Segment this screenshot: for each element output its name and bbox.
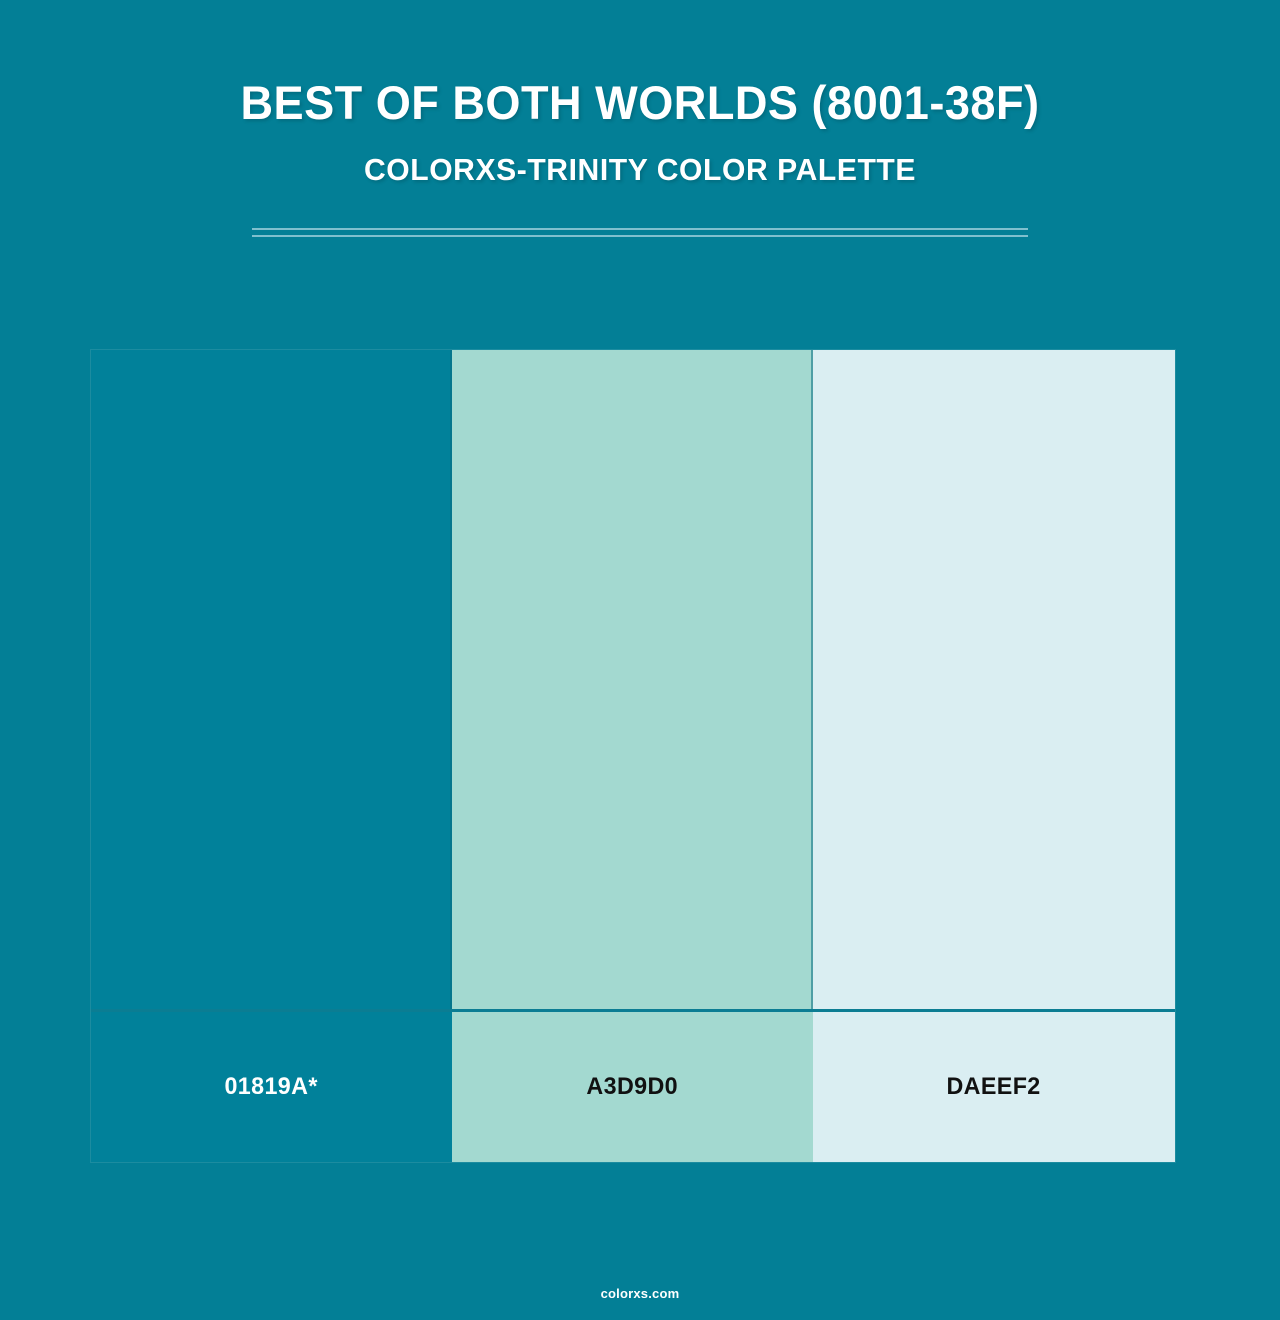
swatch-hex-label: A3D9D0 <box>586 1073 679 1100</box>
divider-rule-bottom <box>252 235 1028 237</box>
page-subtitle: COLORXS-TRINITY COLOR PALETTE <box>363 152 917 187</box>
swatch-label-area: 01819A* <box>91 1012 452 1162</box>
swatch-hex-label: DAEEF2 <box>946 1073 1042 1100</box>
swatch-color-block[interactable] <box>452 350 813 1009</box>
page-footer: colorxs.com <box>0 1285 1280 1303</box>
header-divider <box>252 228 1028 237</box>
swatch-divider <box>452 1009 813 1012</box>
color-swatch[interactable]: A3D9D0 <box>452 350 813 1162</box>
page-header: BEST OF BOTH WORLDS (8001-38F) COLORXS-T… <box>0 0 1280 189</box>
color-swatch[interactable]: 01819A* <box>91 350 452 1162</box>
swatch-hex-label: 01819A* <box>224 1073 319 1100</box>
swatch-color-block[interactable] <box>91 350 452 1009</box>
swatch-separator <box>450 350 452 1009</box>
divider-rule-top <box>252 228 1028 230</box>
color-palette-card: 01819A* A3D9D0 DAEEF2 <box>91 350 1175 1162</box>
swatch-label-area: A3D9D0 <box>452 1012 813 1162</box>
swatch-color-block[interactable] <box>813 350 1175 1009</box>
swatch-divider <box>91 1009 452 1012</box>
page-title: BEST OF BOTH WORLDS (8001-38F) <box>240 76 1040 129</box>
color-swatch[interactable]: DAEEF2 <box>813 350 1175 1162</box>
swatch-separator <box>811 350 813 1009</box>
swatch-label-area: DAEEF2 <box>813 1012 1175 1162</box>
swatch-divider <box>813 1009 1175 1012</box>
footer-site-name: colorxs.com <box>600 1286 680 1301</box>
